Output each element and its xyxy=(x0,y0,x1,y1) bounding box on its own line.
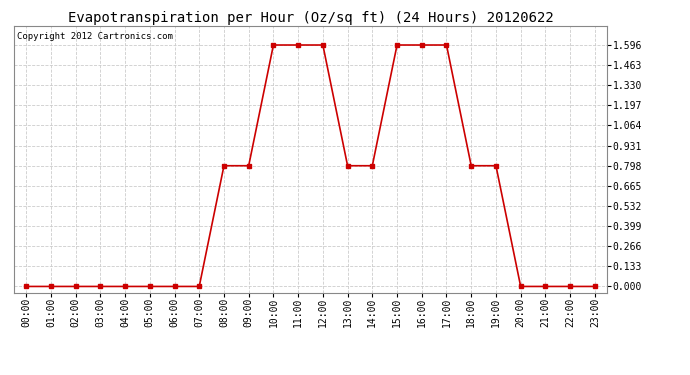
Title: Evapotranspiration per Hour (Oz/sq ft) (24 Hours) 20120622: Evapotranspiration per Hour (Oz/sq ft) (… xyxy=(68,11,553,25)
Text: Copyright 2012 Cartronics.com: Copyright 2012 Cartronics.com xyxy=(17,32,172,40)
